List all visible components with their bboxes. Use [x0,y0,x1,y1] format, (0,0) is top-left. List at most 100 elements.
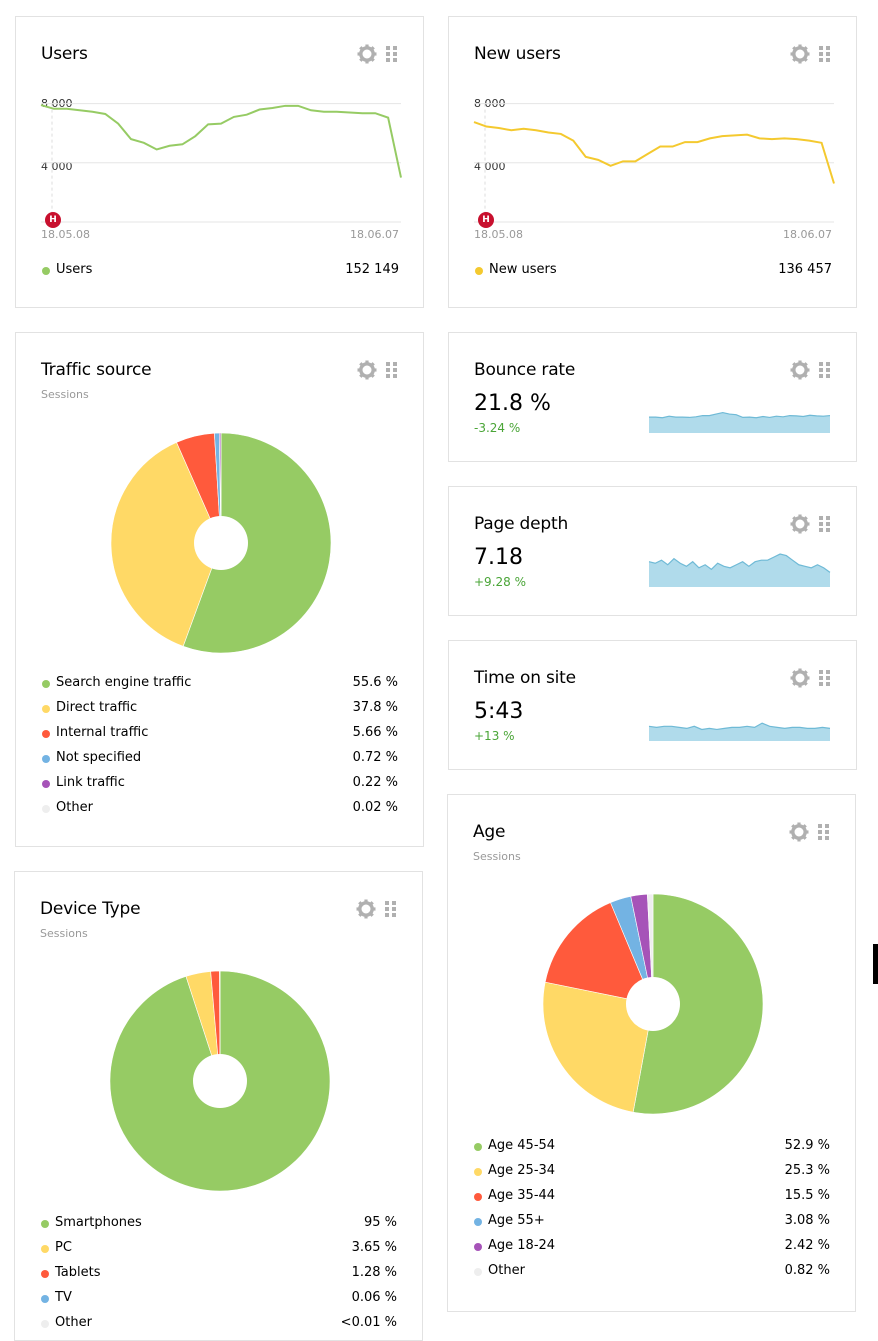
legend-label: New users [489,262,557,277]
legend-value: 25.3 % [785,1163,830,1178]
legend-value: 0.22 % [353,775,398,790]
legend-value: 136 457 [778,262,832,277]
drag-handle-icon[interactable] [819,46,831,62]
drag-handle-icon[interactable] [818,824,830,840]
new-users-widget: New users 8 000 4 000 Н 18.05.08 18.06.0… [448,16,857,308]
scrollbar-thumb[interactable] [873,944,878,984]
gear-icon[interactable] [356,899,376,919]
traffic-pie-chart [110,432,332,654]
legend-item[interactable]: Age 35-44 15.5 % [473,1188,830,1213]
legend-label: Age 25-34 [488,1163,555,1178]
metric-value: 7.18 [474,545,523,570]
legend-dot [474,1268,482,1276]
legend-label: Direct traffic [56,700,137,715]
legend-item[interactable]: New users 136 457 [474,262,832,287]
legend-label: Age 35-44 [488,1188,555,1203]
legend-item[interactable]: Age 25-34 25.3 % [473,1163,830,1188]
annotation-marker-icon[interactable]: Н [45,212,61,228]
drag-handle-icon[interactable] [386,362,398,378]
x-end-label: 18.06.07 [350,228,399,241]
gear-icon[interactable] [790,668,810,688]
gear-icon[interactable] [357,360,377,380]
legend-dot [474,1168,482,1176]
drag-handle-icon[interactable] [819,362,831,378]
legend-item[interactable]: Not specified 0.72 % [41,750,398,775]
legend-item[interactable]: Direct traffic 37.8 % [41,700,398,725]
legend-label: Other [56,800,93,815]
time-sparkline [649,712,830,741]
series-line [41,105,401,178]
legend-label: Age 55+ [488,1213,545,1228]
legend-dot [42,755,50,763]
drag-handle-icon[interactable] [819,516,831,532]
legend-dot [42,267,50,275]
legend-item[interactable]: Other<0.01 % [40,1315,397,1340]
x-start-label: 18.05.08 [474,228,523,241]
widget-title: Device Type [40,899,140,919]
legend-item[interactable]: Users 152 149 [41,262,399,287]
traffic-source-widget: Traffic source Sessions Search engine tr… [15,332,424,847]
widget-title: New users [474,44,561,64]
legend-label: Link traffic [56,775,125,790]
legend-dot [42,705,50,713]
legend-label: Smartphones [55,1215,142,1230]
metric-value: 21.8 % [474,391,551,416]
widget-title: Users [41,44,88,64]
annotation-marker-icon[interactable]: Н [478,212,494,228]
legend-label: Not specified [56,750,141,765]
new-users-line-chart [474,87,834,222]
legend-value: 0.82 % [785,1263,830,1278]
legend-item[interactable]: Smartphones 95 % [40,1215,397,1240]
legend-dot [474,1243,482,1251]
widget-subtitle: Sessions [40,927,88,940]
legend-dot [474,1193,482,1201]
widget-subtitle: Sessions [473,850,521,863]
widget-title: Traffic source [41,360,151,380]
widget-subtitle: Sessions [41,388,89,401]
legend-item[interactable]: Age 55+3.08 % [473,1213,830,1238]
legend-dot [474,1218,482,1226]
metric-delta: +9.28 % [474,575,526,589]
page-depth-widget: Page depth 7.18 +9.28 % [448,486,857,616]
sparkline-area [649,723,830,741]
legend-value: 15.5 % [785,1188,830,1203]
legend-dot [42,680,50,688]
gear-icon[interactable] [357,44,377,64]
legend-value: 37.8 % [353,700,398,715]
legend-label: Search engine traffic [56,675,191,690]
gear-icon[interactable] [790,360,810,380]
legend-label: Age 45-54 [488,1138,555,1153]
legend-value: 5.66 % [353,725,398,740]
legend-label: Age 18-24 [488,1238,555,1253]
legend-value: <0.01 % [341,1315,397,1330]
legend-value: 0.72 % [353,750,398,765]
gear-icon[interactable] [790,44,810,64]
time-on-site-widget: Time on site 5:43 +13 % [448,640,857,770]
legend-value: 0.06 % [352,1290,397,1305]
legend-value: 152 149 [345,262,399,277]
drag-handle-icon[interactable] [819,670,831,686]
drag-handle-icon[interactable] [386,46,398,62]
gear-icon[interactable] [789,822,809,842]
legend-label: Users [56,262,92,277]
legend-dot [475,267,483,275]
device-pie-chart [109,970,331,1192]
gear-icon[interactable] [790,514,810,534]
legend-value: 95 % [364,1215,397,1230]
legend-item[interactable]: Link traffic 0.22 % [41,775,398,800]
legend-value: 3.65 % [352,1240,397,1255]
users-widget: Users 8 000 4 000 Н 18.05.08 18.06.07 Us… [15,16,424,308]
drag-handle-icon[interactable] [385,901,397,917]
